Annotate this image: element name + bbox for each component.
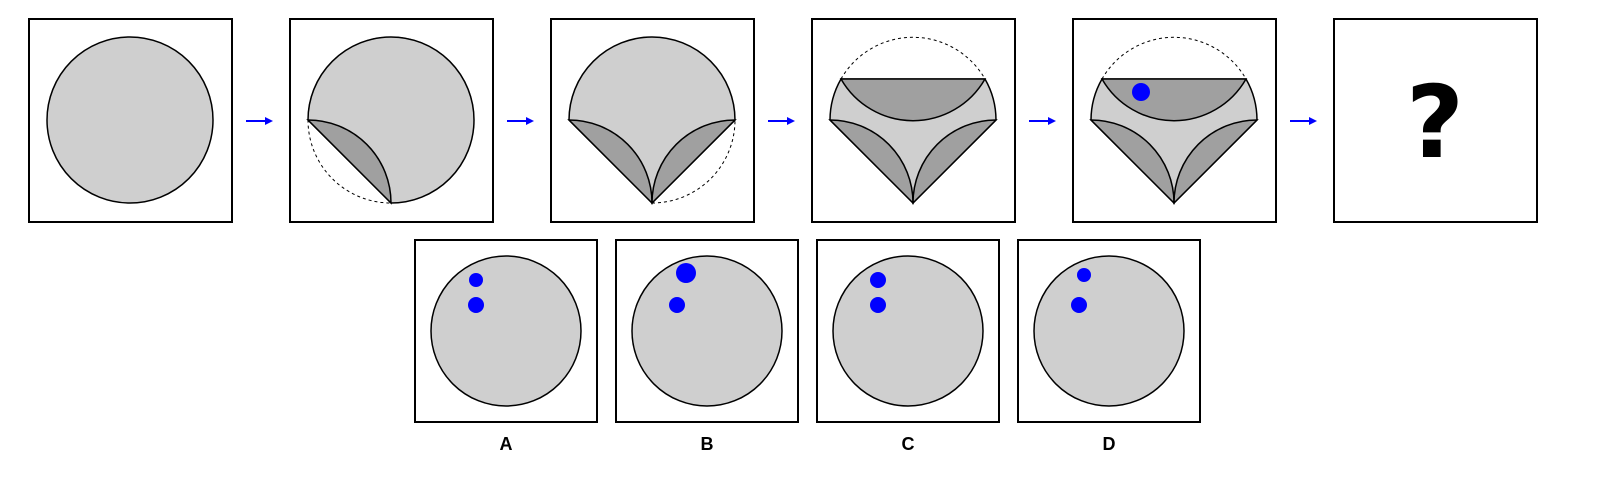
step-2-panel xyxy=(289,18,494,223)
option-label[interactable]: B xyxy=(701,434,714,454)
option-label[interactable]: C xyxy=(902,434,915,454)
hole xyxy=(870,272,886,288)
folded-flap-left xyxy=(567,119,653,205)
hole xyxy=(669,297,685,313)
hole xyxy=(1077,268,1091,282)
option-d[interactable]: D xyxy=(1017,239,1201,454)
folded-flap-left xyxy=(828,119,914,205)
unfolded-paper xyxy=(631,255,783,407)
step-3-panel xyxy=(550,18,755,223)
question-panel: ? xyxy=(1333,18,1538,223)
punched-hole xyxy=(1132,83,1150,101)
unfolded-paper xyxy=(1033,255,1185,407)
paper-remaining xyxy=(568,36,736,205)
hole xyxy=(1071,297,1087,313)
panel-frame xyxy=(1333,18,1538,223)
question-mark: ? xyxy=(1406,64,1464,181)
original-outline xyxy=(1101,36,1247,80)
option-b[interactable]: B xyxy=(615,239,799,454)
option-a[interactable]: A xyxy=(414,239,598,454)
option-label[interactable]: D xyxy=(1103,434,1116,454)
hole xyxy=(870,297,886,313)
folded-flap xyxy=(306,119,392,205)
folded-flap-right xyxy=(912,119,998,205)
original-outline xyxy=(840,36,986,80)
hole xyxy=(469,273,483,287)
folded-flap-top xyxy=(839,78,987,122)
paper-remaining xyxy=(307,36,475,204)
folded-flap-left xyxy=(1089,119,1175,205)
hole xyxy=(468,297,484,313)
folded-flap-right xyxy=(651,119,737,205)
option-label[interactable]: A xyxy=(500,434,513,454)
unfolded-paper xyxy=(430,255,582,407)
folded-flap-right xyxy=(1173,119,1259,205)
unfolded-paper xyxy=(832,255,984,407)
step-1-panel xyxy=(28,18,233,223)
step-5-panel xyxy=(1072,18,1277,223)
step-4-panel xyxy=(811,18,1016,223)
option-c[interactable]: C xyxy=(816,239,1000,454)
hole xyxy=(676,263,696,283)
paper-circle xyxy=(46,36,214,204)
